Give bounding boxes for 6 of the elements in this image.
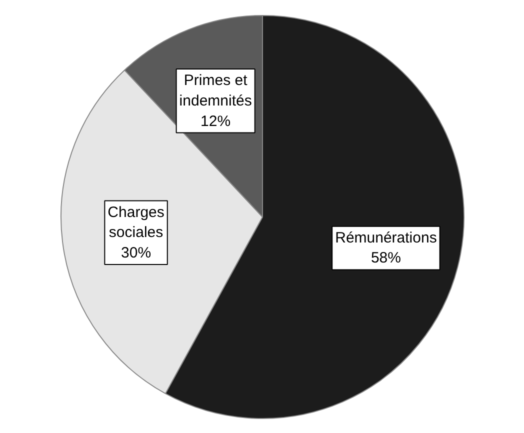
data-label: 30% <box>121 244 152 262</box>
data-label: 12% <box>200 112 231 130</box>
slice-label: Charges sociales <box>108 204 164 242</box>
slice-label: Primes et indemnités <box>179 72 252 110</box>
data-label: 58% <box>370 250 401 267</box>
slice-label: Rémunérations <box>335 229 437 246</box>
